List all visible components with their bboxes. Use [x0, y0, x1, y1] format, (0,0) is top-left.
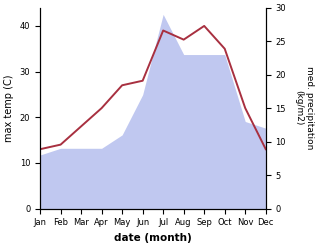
X-axis label: date (month): date (month)	[114, 233, 192, 243]
Y-axis label: med. precipitation
(kg/m2): med. precipitation (kg/m2)	[294, 66, 314, 150]
Y-axis label: max temp (C): max temp (C)	[4, 74, 14, 142]
